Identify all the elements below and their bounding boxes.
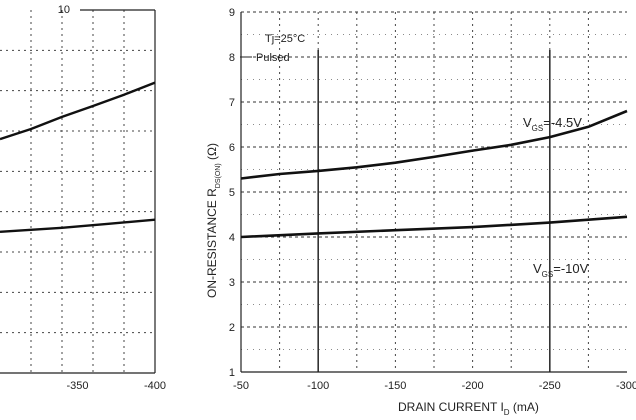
annotation-pulsed: Pulsed xyxy=(256,52,290,64)
y-tick-label: 10 xyxy=(58,4,70,16)
y-tick-label: 5 xyxy=(229,187,235,199)
y-tick-label: 8 xyxy=(229,52,235,64)
x-tick-label: -100 xyxy=(307,380,329,392)
x-tick-label: -400 xyxy=(144,380,166,392)
x-tick-label: -200 xyxy=(462,380,484,392)
y-tick-label: 7 xyxy=(229,97,235,109)
x-tick-label: -150 xyxy=(384,380,406,392)
series-line xyxy=(240,109,628,180)
series-line xyxy=(240,215,628,239)
y-tick-label: 2 xyxy=(229,322,235,334)
y-tick-label: 9 xyxy=(229,7,235,19)
y-axis-title: ON-RESISTANCE RDS(ON) (Ω) xyxy=(205,143,222,298)
left-panel: -350 -400 10 xyxy=(0,4,166,392)
axis-labels: DRAIN CURRENT ID (mA) ON-RESISTANCE RDS(O… xyxy=(205,143,539,417)
right-panel: -50 -100 -150 -200 -250 -300 1 2 3 4 5 6 7 8 9 Tj=25°C P… xyxy=(229,7,636,392)
series-label: VGS=-10V xyxy=(533,261,589,279)
y-tick-label: 1 xyxy=(229,367,235,379)
x-tick-label: -350 xyxy=(66,380,88,392)
x-axis-title: DRAIN CURRENT ID (mA) xyxy=(398,400,539,417)
x-tick-label: -250 xyxy=(539,380,561,392)
y-tick-label: 4 xyxy=(229,232,235,244)
series-label: VGS=-4.5V xyxy=(523,115,582,133)
series-line xyxy=(0,218,156,233)
y-tick-label: 6 xyxy=(229,142,235,154)
y-tick-label: 3 xyxy=(229,277,235,289)
x-tick-label: -300 xyxy=(616,380,636,392)
x-tick-label: -50 xyxy=(233,380,249,392)
annotation-temperature: Tj=25°C xyxy=(265,33,305,45)
series-line xyxy=(0,81,156,141)
